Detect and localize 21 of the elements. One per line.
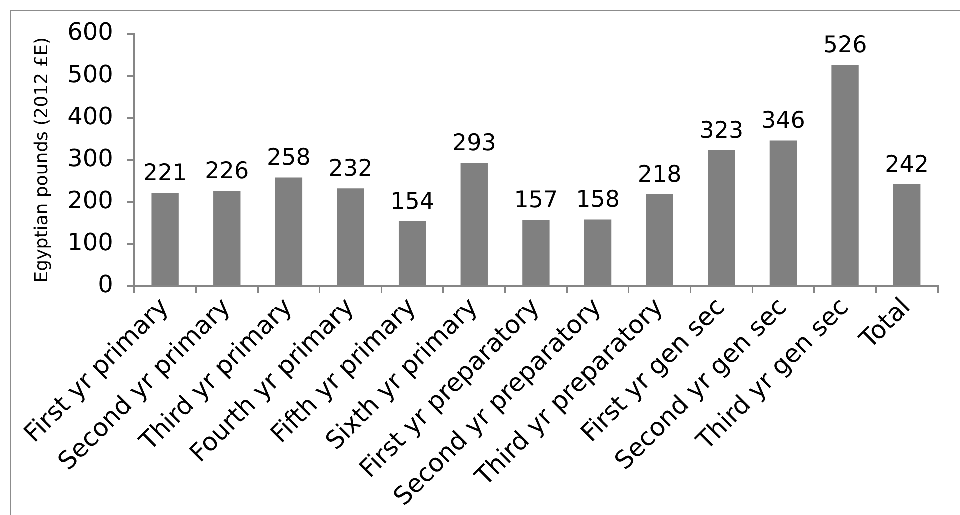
- y-tick-label: 200: [68, 186, 114, 214]
- data-label: 226: [205, 158, 250, 185]
- y-tick-label: 300: [68, 144, 114, 172]
- data-label: 218: [638, 162, 682, 188]
- data-label: 323: [700, 118, 744, 144]
- data-label: 232: [328, 156, 373, 182]
- data-label: 154: [390, 188, 435, 215]
- y-axis-title: Egyptian pounds (2012 £E): [31, 37, 52, 283]
- y-tick-label: 400: [68, 102, 114, 130]
- data-label: 346: [762, 108, 806, 134]
- data-label: 157: [514, 188, 558, 214]
- y-tick-label: 100: [68, 228, 114, 256]
- data-label: 293: [452, 130, 496, 156]
- y-tick-label: 600: [68, 18, 114, 46]
- y-tick-label: 0: [98, 270, 114, 298]
- y-tick-label: 500: [68, 60, 114, 88]
- data-label: 221: [143, 160, 188, 187]
- data-label: 158: [576, 187, 620, 214]
- data-label: 258: [266, 145, 311, 172]
- data-label: 242: [885, 152, 930, 178]
- data-label: 526: [823, 32, 868, 59]
